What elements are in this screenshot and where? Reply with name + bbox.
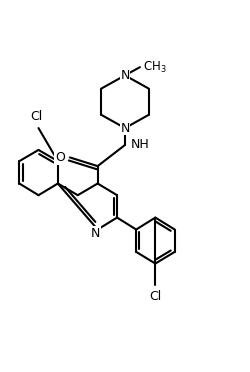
Text: O: O	[55, 151, 65, 164]
Text: N: N	[120, 69, 130, 82]
Text: NH: NH	[131, 138, 150, 151]
Text: Cl: Cl	[30, 110, 42, 123]
Text: Cl: Cl	[149, 290, 162, 303]
Text: N: N	[120, 122, 130, 135]
Text: N: N	[90, 227, 100, 240]
Text: CH$_3$: CH$_3$	[143, 60, 167, 75]
